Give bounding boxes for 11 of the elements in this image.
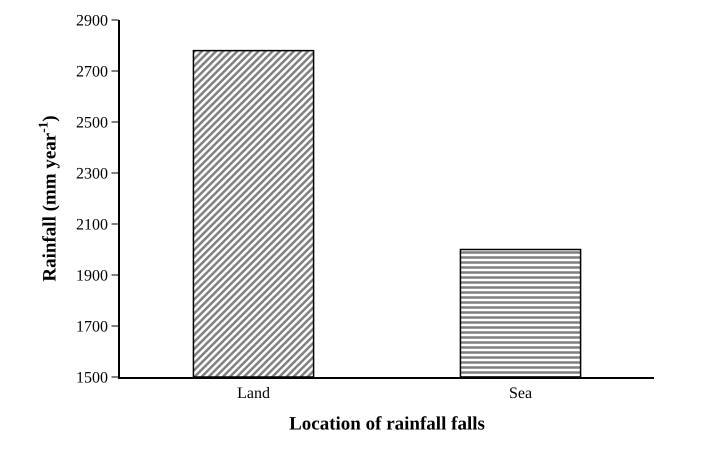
x-tick-label: Land <box>237 384 270 402</box>
y-tick-label: 2300 <box>76 166 108 183</box>
y-tick-label: 2900 <box>76 12 108 30</box>
y-tick-label: 1500 <box>76 370 108 387</box>
y-tick-label: 2100 <box>76 216 108 234</box>
y-tick-label: 2500 <box>76 114 108 132</box>
y-tick-label: 1900 <box>76 268 108 285</box>
x-axis-title: Location of rainfall falls <box>289 413 485 434</box>
y-tick-label: 2700 <box>76 64 108 81</box>
y-tick-label: 1700 <box>76 318 108 336</box>
x-tick-label: Sea <box>508 384 532 402</box>
